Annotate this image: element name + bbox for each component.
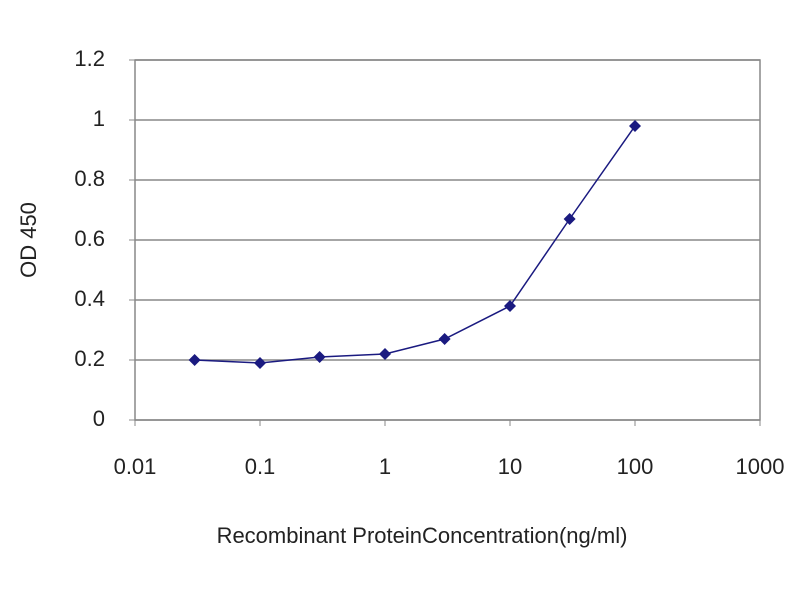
x-tick-label: 1000	[736, 454, 785, 479]
y-tick-label: 0.2	[74, 346, 105, 371]
data-line	[194, 125, 636, 364]
y-tick-label: 1.2	[74, 46, 105, 71]
data-point	[313, 351, 326, 363]
y-tick-label: 0	[93, 406, 105, 431]
y-tick-label: 0.4	[74, 286, 105, 311]
data-point	[254, 357, 266, 369]
y-tick-label: 0.6	[74, 226, 105, 251]
y-tick-label: 1	[93, 106, 105, 131]
x-tick-label: 0.1	[245, 454, 276, 479]
x-tick-label: 10	[498, 454, 522, 479]
data-point	[629, 120, 641, 132]
x-tick-label: 100	[617, 454, 654, 479]
x-tick-label: 0.01	[114, 454, 157, 479]
data-point	[504, 300, 516, 312]
data-point	[188, 354, 201, 366]
y-tick-label: 0.8	[74, 166, 105, 191]
data-point	[563, 213, 576, 225]
x-axis-label: Recombinant ProteinConcentration(ng/ml)	[217, 523, 628, 548]
x-tick-label: 1	[379, 454, 391, 479]
data-point	[438, 333, 451, 345]
y-axis-label: OD 450	[16, 202, 41, 278]
data-point	[379, 348, 391, 360]
